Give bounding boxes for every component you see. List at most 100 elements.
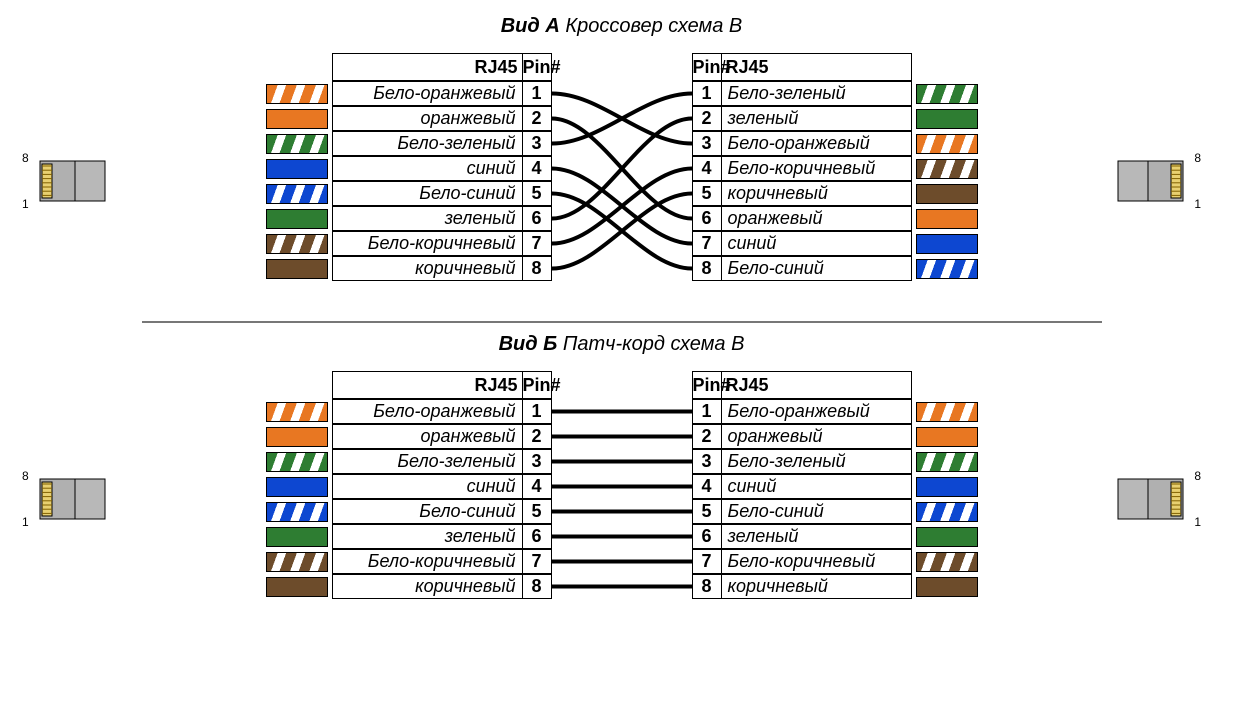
pin-number: 1 [692,81,722,106]
wire-label: Бело-коричневый [332,549,522,574]
color-swatch [916,527,978,547]
color-swatch [266,402,328,422]
color-swatch [266,259,328,279]
color-swatch [266,527,328,547]
pin-number: 5 [692,181,722,206]
wire-label: коричневый [722,181,912,206]
color-swatch [266,427,328,447]
wire-label: коричневый [332,256,522,281]
color-swatch [266,477,328,497]
color-swatch [916,134,978,154]
wire-label: оранжевый [332,106,522,131]
wire-label: Бело-коричневый [722,549,912,574]
table-header: RJ45 [722,53,912,81]
table-header: Pin# [522,371,552,399]
pin-number: 3 [522,131,552,156]
color-swatch [266,84,328,104]
color-swatch [266,134,328,154]
wire-row: коричневый88Бело-синий [10,256,1233,281]
pin-number: 1 [522,81,552,106]
rj45-jack-icon: 81 [1113,156,1203,206]
pin-number: 4 [522,474,552,499]
pin-number: 7 [522,549,552,574]
table-header: Pin# [692,53,722,81]
pin-number: 4 [692,474,722,499]
wire-label: Бело-оранжевый [722,131,912,156]
color-swatch [266,184,328,204]
color-swatch [266,577,328,597]
wire-row: коричневый88коричневый [10,574,1233,599]
pin-number: 2 [522,106,552,131]
wiring-diagram: Вид Б Патч-корд схема BRJ45Pin#Pin#RJ45Б… [10,333,1233,599]
wire-label: синий [722,474,912,499]
wire-label: коричневый [722,574,912,599]
pin-number: 6 [692,206,722,231]
pin-number: 8 [522,256,552,281]
pin-number: 2 [692,424,722,449]
wire-label: Бело-зеленый [332,131,522,156]
color-swatch [916,452,978,472]
wire-label: зеленый [332,206,522,231]
wire-label: синий [332,156,522,181]
color-swatch [916,109,978,129]
pin-number: 7 [522,231,552,256]
wire-label: Бело-зеленый [722,449,912,474]
color-swatch [916,427,978,447]
pin-number: 6 [522,524,552,549]
pin-number: 6 [522,206,552,231]
color-swatch [916,159,978,179]
wire-label: Бело-оранжевый [722,399,912,424]
rj45-jack-icon: 81 [20,474,110,524]
wire-label: оранжевый [332,424,522,449]
color-swatch [916,502,978,522]
pin-number: 3 [692,449,722,474]
wire-label: синий [722,231,912,256]
pin-number: 4 [692,156,722,181]
wire-label: коричневый [332,574,522,599]
color-swatch [266,502,328,522]
table-header: RJ45 [332,53,522,81]
pin-number: 1 [522,399,552,424]
color-swatch [266,209,328,229]
color-swatch [916,552,978,572]
color-swatch [266,109,328,129]
pin-number: 3 [692,131,722,156]
wire-label: оранжевый [722,206,912,231]
pin-number: 2 [692,106,722,131]
wire-label: Бело-оранжевый [332,81,522,106]
color-swatch [916,259,978,279]
wire-label: Бело-синий [722,256,912,281]
color-swatch [266,234,328,254]
color-swatch [266,552,328,572]
wire-label: Бело-синий [332,499,522,524]
pin-number: 5 [522,181,552,206]
color-swatch [916,184,978,204]
pin-number: 7 [692,231,722,256]
pin-number: 8 [522,574,552,599]
table-header: RJ45 [722,371,912,399]
table-header: Pin# [692,371,722,399]
color-swatch [916,84,978,104]
wire-label: Бело-коричневый [722,156,912,181]
color-swatch [916,577,978,597]
color-swatch [916,209,978,229]
color-swatch [266,159,328,179]
wire-label: Бело-оранжевый [332,399,522,424]
wire-label: оранжевый [722,424,912,449]
wire-label: синий [332,474,522,499]
wire-label: зеленый [722,524,912,549]
rj45-jack-icon: 81 [20,156,110,206]
wire-label: Бело-коричневый [332,231,522,256]
pin-number: 7 [692,549,722,574]
wire-label: зеленый [332,524,522,549]
pin-number: 5 [522,499,552,524]
wire-label: Бело-зеленый [332,449,522,474]
color-swatch [916,402,978,422]
rj45-jack-icon: 81 [1113,474,1203,524]
pin-number: 2 [522,424,552,449]
wiring-diagram: Вид А Кроссовер схема BRJ45Pin#Pin#RJ45Б… [10,15,1233,281]
pin-number: 4 [522,156,552,181]
pin-number: 6 [692,524,722,549]
table-header: RJ45 [332,371,522,399]
wire-label: Бело-синий [332,181,522,206]
